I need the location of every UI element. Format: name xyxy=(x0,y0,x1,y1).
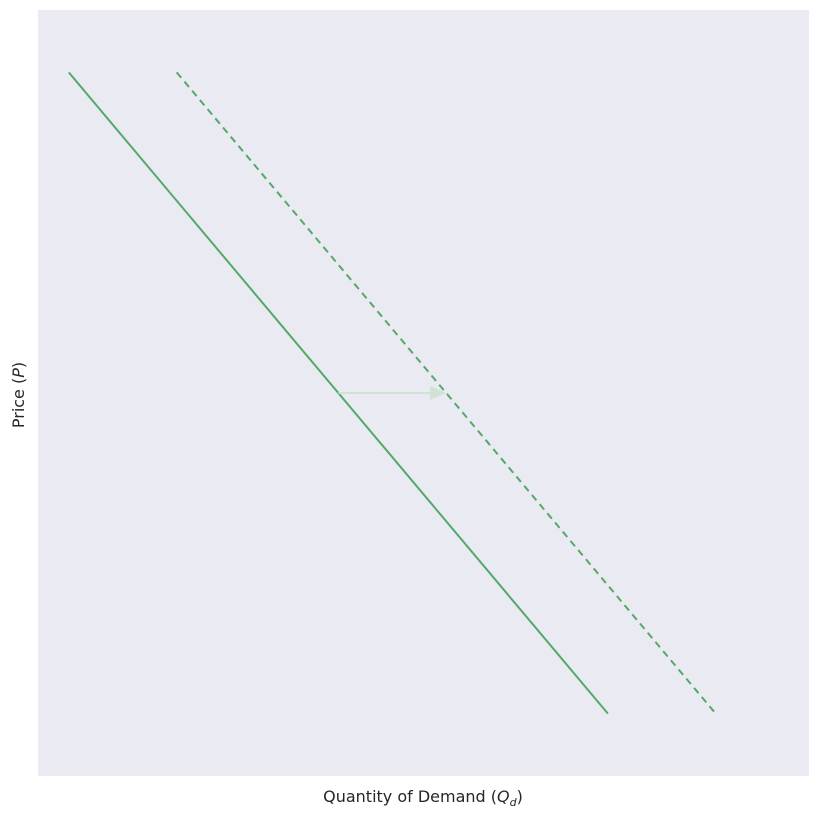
series-layer xyxy=(68,71,717,715)
demand-line-0 xyxy=(68,71,609,715)
y-axis-label: Price (P) xyxy=(9,362,28,428)
annotation-layer xyxy=(338,386,447,400)
y-axis-symbol: P xyxy=(9,368,28,378)
x-axis-symbol: Q xyxy=(497,787,510,806)
y-axis-label-text: Price xyxy=(9,389,28,428)
x-axis-subscript: d xyxy=(510,796,518,809)
shift-arrow-head-0 xyxy=(430,386,447,400)
x-axis-label-text: Quantity of Demand xyxy=(323,787,486,806)
shifted-demand-line-1 xyxy=(175,71,717,715)
x-axis-label: Quantity of Demand (Qd) xyxy=(323,787,523,809)
